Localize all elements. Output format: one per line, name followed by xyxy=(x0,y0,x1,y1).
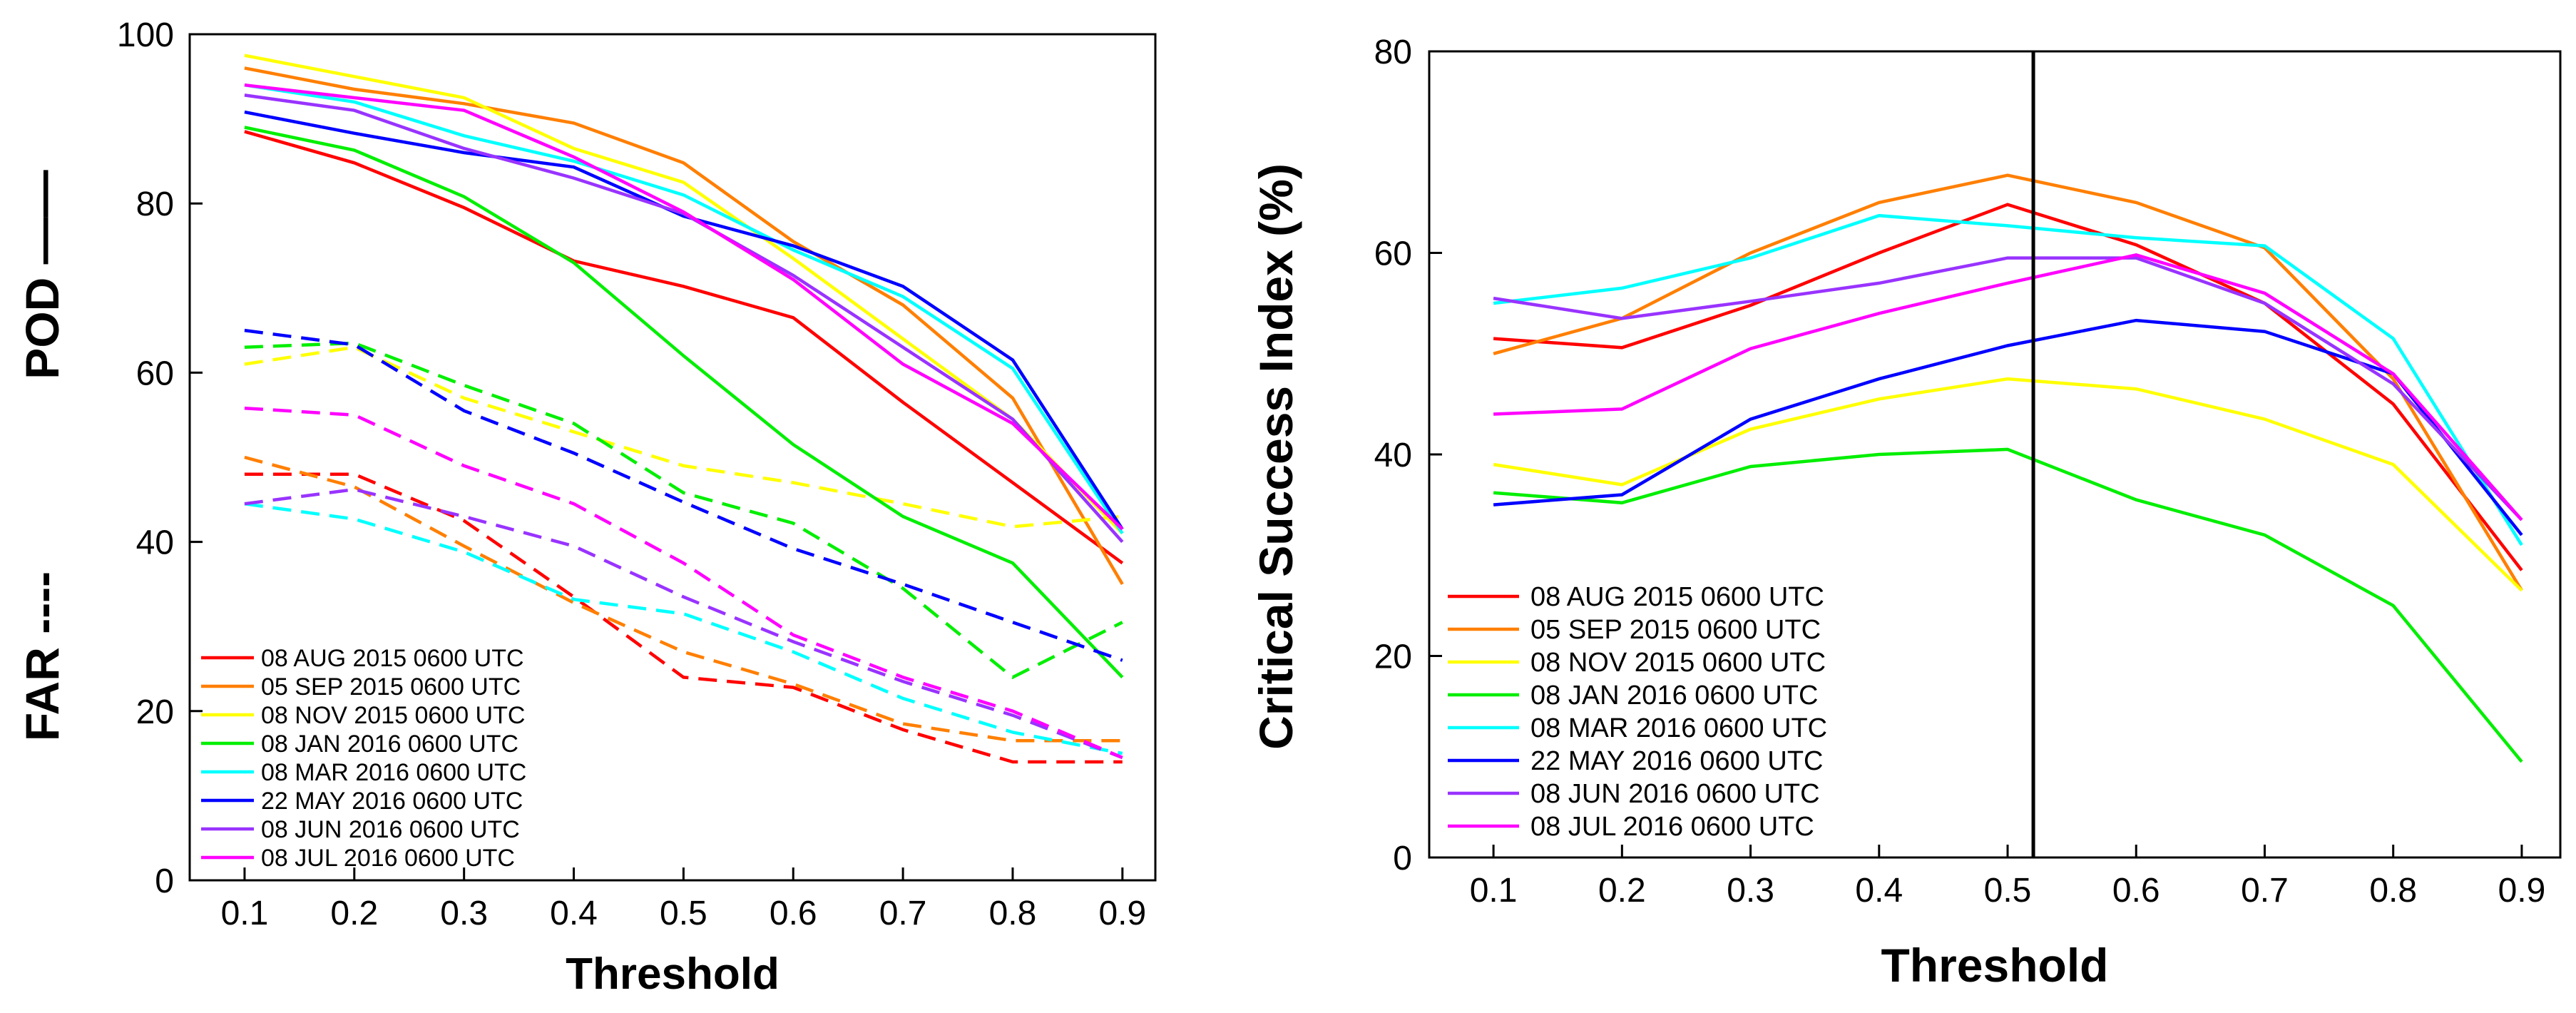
csi-line-series-8 xyxy=(1493,253,2523,521)
pod-line-series-5 xyxy=(244,83,1124,534)
x-tick-label: 0.5 xyxy=(1984,872,2032,910)
csi-y-axis-label: Critical Success Index (%) xyxy=(1249,163,1302,750)
x-tick-label: 0.6 xyxy=(770,895,817,932)
far-line-series-6 xyxy=(244,328,1123,662)
x-tick-label: 0.9 xyxy=(1098,895,1146,932)
x-tick-label: 0.6 xyxy=(2112,872,2160,910)
csi-line-series-7 xyxy=(1493,256,2523,521)
legend-label: 08 AUG 2015 0600 UTC xyxy=(261,645,524,672)
legend-label: 08 NOV 2015 0600 UTC xyxy=(261,702,525,729)
csi-x-axis: 0.1 0.2 0.3 0.4 0.5 0.6 0.7 0.8 0.9 xyxy=(1470,845,2546,910)
far-line-series-8 xyxy=(244,406,1123,760)
csi-line-series-3 xyxy=(1493,377,2523,592)
x-tick-label: 0.7 xyxy=(2241,872,2289,910)
far-axis-label: FAR ---- xyxy=(16,571,68,741)
legend-label: 22 MAY 2016 0600 UTC xyxy=(1530,746,1824,776)
legend-label: 08 JAN 2016 0600 UTC xyxy=(261,731,518,758)
csi-line-series-5 xyxy=(1493,213,2523,546)
pod-far-x-axis: 0.1 0.2 0.3 0.4 0.5 0.6 0.7 0.8 0.9 xyxy=(221,867,1146,932)
y-tick-label: 0 xyxy=(1393,840,1412,877)
y-tick-label: 20 xyxy=(1374,638,1412,676)
y-tick-label: 100 xyxy=(117,16,174,54)
csi-series-group xyxy=(1493,173,2523,763)
legend-label: 05 SEP 2015 0600 UTC xyxy=(1530,615,1821,645)
x-tick-label: 0.3 xyxy=(1727,872,1774,910)
legend-label: 08 JUL 2016 0600 UTC xyxy=(1530,812,1814,842)
csi-chart: 0 20 40 60 80 0.1 0.2 0.3 0.4 0.5 0.6 0.7 0.8 0.9 08… xyxy=(1249,34,2562,992)
x-tick-label: 0.8 xyxy=(989,895,1037,932)
y-tick-label: 80 xyxy=(1374,34,1412,71)
y-tick-label: 20 xyxy=(136,693,174,731)
y-tick-label: 40 xyxy=(1374,437,1412,474)
pod-far-chart: 0 20 40 60 80 100 0.1 0.2 0.3 0.4 0.5 0.6 0.7 0.8 0.9… xyxy=(16,16,1157,999)
legend-label: 08 MAR 2016 0600 UTC xyxy=(261,759,526,786)
pod-line-series-8 xyxy=(244,83,1124,531)
legend-label: 08 NOV 2015 0600 UTC xyxy=(1530,648,1826,678)
csi-line-series-2 xyxy=(1493,173,2523,591)
y-tick-label: 60 xyxy=(136,355,174,392)
pod-line-series-1 xyxy=(244,130,1124,565)
csi-line-series-6 xyxy=(1493,318,2523,536)
x-tick-label: 0.1 xyxy=(1470,872,1518,910)
far-line-series-5 xyxy=(244,502,1123,755)
pod-line-series-4 xyxy=(244,126,1124,678)
y-tick-label: 80 xyxy=(136,185,174,223)
legend-label: 08 JAN 2016 0600 UTC xyxy=(1530,681,1818,711)
legend-label: 08 JUN 2016 0600 UTC xyxy=(1530,779,1820,809)
x-tick-label: 0.4 xyxy=(1855,872,1903,910)
pod-far-y-axis: 0 20 40 60 80 100 xyxy=(117,16,203,900)
x-tick-label: 0.1 xyxy=(221,895,269,932)
x-tick-label: 0.2 xyxy=(1598,872,1646,910)
y-tick-label: 40 xyxy=(136,524,174,562)
pod-line-series-2 xyxy=(244,66,1124,586)
x-tick-label: 0.9 xyxy=(2498,872,2546,910)
x-tick-label: 0.5 xyxy=(660,895,707,932)
legend-label: 22 MAY 2016 0600 UTC xyxy=(261,788,523,815)
far-line-series-2 xyxy=(244,455,1123,743)
legend-label: 08 JUN 2016 0600 UTC xyxy=(261,816,520,843)
x-tick-label: 0.2 xyxy=(330,895,378,932)
pod-axis-label: POD —— xyxy=(16,170,68,379)
legend-label: 05 SEP 2015 0600 UTC xyxy=(261,673,521,701)
pod-far-plot-frame xyxy=(188,33,1157,882)
pod-far-x-axis-label: Threshold xyxy=(566,950,780,999)
csi-line-series-1 xyxy=(1493,203,2523,571)
far-line-series-3 xyxy=(244,345,1123,529)
x-tick-label: 0.3 xyxy=(440,895,488,932)
csi-line-series-4 xyxy=(1493,447,2523,763)
far-line-series-1 xyxy=(244,472,1123,764)
x-tick-label: 0.4 xyxy=(550,895,598,932)
x-tick-label: 0.8 xyxy=(2369,872,2417,910)
x-tick-label: 0.7 xyxy=(879,895,927,932)
csi-y-axis: 0 20 40 60 80 xyxy=(1374,34,1442,877)
pod-far-series-group xyxy=(244,54,1124,764)
y-tick-label: 60 xyxy=(1374,235,1412,273)
legend-label: 08 MAR 2016 0600 UTC xyxy=(1530,713,1827,743)
far-line-series-4 xyxy=(244,341,1123,680)
legend-label: 08 AUG 2015 0600 UTC xyxy=(1530,582,1824,612)
pod-line-series-3 xyxy=(244,54,1124,535)
csi-x-axis-label: Threshold xyxy=(1881,939,2108,992)
legend-label: 08 JUL 2016 0600 UTC xyxy=(261,845,515,872)
far-line-series-7 xyxy=(244,487,1123,760)
pod-line-series-6 xyxy=(244,110,1124,531)
y-tick-label: 0 xyxy=(155,862,174,900)
